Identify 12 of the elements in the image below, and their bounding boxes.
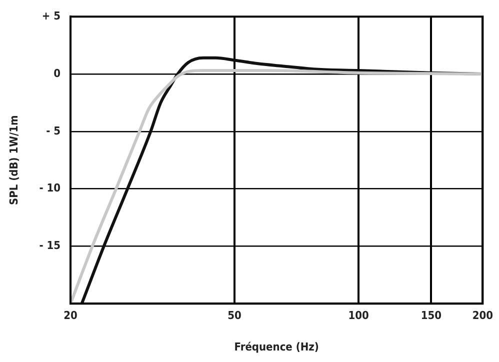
x-axis-title: Fréquence (Hz) [234, 340, 319, 354]
y-tick-label: - 10 [39, 182, 61, 195]
x-tick-label: 20 [64, 309, 78, 322]
y-tick-label: - 5 [46, 124, 61, 138]
x-tick-label: 50 [228, 309, 242, 322]
x-tick-label: 150 [420, 309, 442, 322]
y-tick-label: 0 [54, 66, 61, 80]
y-tick-label: + 5 [42, 9, 61, 22]
x-tick-label: 200 [472, 309, 494, 322]
y-axis-title: SPL (dB) 1W/1m [7, 115, 20, 206]
x-tick-label: 100 [348, 309, 370, 322]
y-tick-label: - 15 [39, 239, 61, 252]
